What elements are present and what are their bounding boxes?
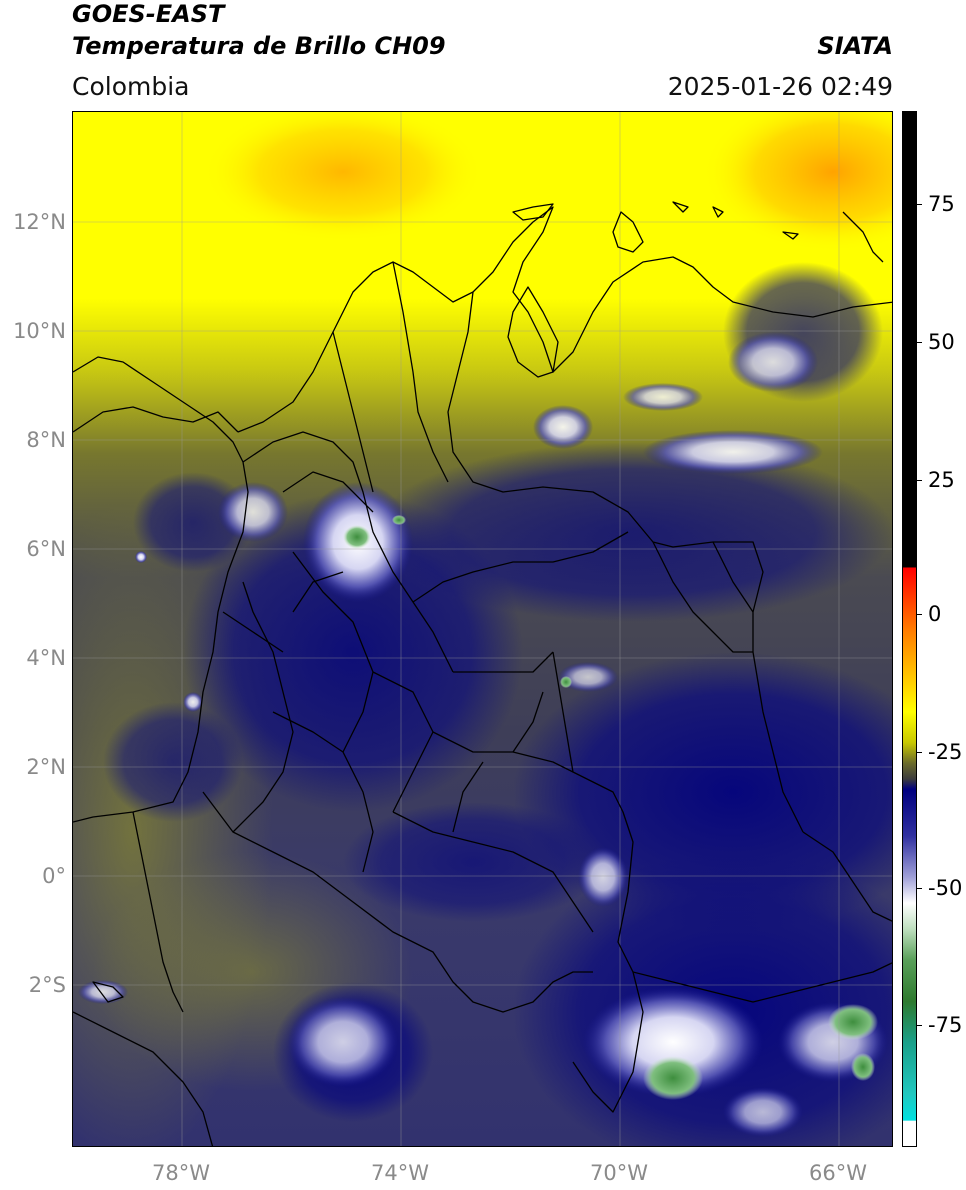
colorbar-label-minus50: -50 <box>928 876 963 900</box>
title-line-1: GOES-EAST <box>72 0 225 28</box>
lat-label-2s: 2°S <box>28 973 66 997</box>
colorbar <box>902 111 917 1147</box>
region-label: Colombia <box>72 72 190 101</box>
lat-label-0: 0° <box>42 864 66 888</box>
lat-label-8n: 8°N <box>26 428 66 452</box>
colorbar-label-minus25: -25 <box>928 740 963 764</box>
brand-label: SIATA <box>817 32 893 60</box>
title-line-2: Temperatura de Brillo CH09 <box>72 32 446 60</box>
colorbar-label-75: 75 <box>928 192 955 216</box>
lon-label-74w: 74°W <box>371 1161 429 1185</box>
lat-label-4n: 4°N <box>26 646 66 670</box>
satellite-image <box>73 112 892 1146</box>
timestamp-label: 2025-01-26 02:49 <box>667 72 893 101</box>
colorbar-label-0: 0 <box>928 602 942 626</box>
colorbar-label-50: 50 <box>928 330 955 354</box>
colorbar-label-25: 25 <box>928 468 955 492</box>
lat-label-12n: 12°N <box>13 210 66 234</box>
lat-label-2n: 2°N <box>26 755 66 779</box>
lon-label-66w: 66°W <box>809 1161 867 1185</box>
lon-label-70w: 70°W <box>590 1161 648 1185</box>
colorbar-label-minus75: -75 <box>928 1013 963 1037</box>
lat-label-10n: 10°N <box>13 319 66 343</box>
satellite-map[interactable] <box>72 111 893 1147</box>
lon-label-78w: 78°W <box>152 1161 210 1185</box>
coastlines-and-borders <box>73 201 892 1146</box>
graticule <box>73 112 892 1146</box>
lat-label-6n: 6°N <box>26 537 66 561</box>
